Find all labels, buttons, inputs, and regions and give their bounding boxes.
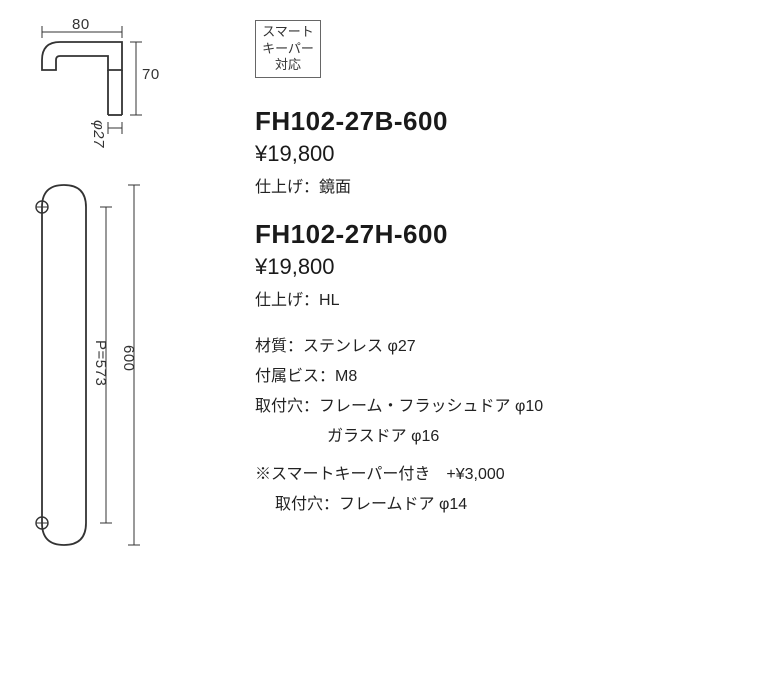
technical-diagram: 80 70 φ27 P=573 600 [20, 20, 230, 560]
note-line-2: 取付穴：フレームドア φ14 [255, 490, 735, 514]
finish-value: HL [319, 292, 339, 309]
note-hole-label: 取付穴： [275, 496, 339, 513]
badge-line2: キーパー [262, 41, 314, 58]
dim-diameter: φ27 [90, 120, 107, 148]
hole-line-1: 取付穴：フレーム・フラッシュドア φ10 [255, 392, 735, 416]
smart-keeper-badge: スマート キーパー 対応 [255, 20, 321, 78]
price: ¥19,800 [255, 141, 735, 167]
finish-value: 鏡面 [319, 179, 351, 196]
finish-line: 仕上げ：HL [255, 286, 735, 310]
finish-line: 仕上げ：鏡面 [255, 173, 735, 197]
top-view-svg [20, 20, 230, 150]
badge-line1: スマート [262, 24, 314, 41]
product-block-1: FH102-27B-600 ¥19,800 仕上げ：鏡面 [255, 106, 735, 197]
finish-label: 仕上げ： [255, 179, 319, 196]
dim-width: 80 [72, 16, 90, 33]
side-view-svg [20, 175, 230, 575]
model-number: FH102-27B-600 [255, 106, 735, 137]
product-block-2: FH102-27H-600 ¥19,800 仕上げ：HL [255, 219, 735, 310]
model-number: FH102-27H-600 [255, 219, 735, 250]
hole-value-1: フレーム・フラッシュドア φ10 [319, 398, 543, 415]
screw-line: 付属ビス：M8 [255, 362, 735, 386]
hole-line-2: ガラスドア φ16 [255, 422, 735, 446]
spec-details: 材質：ステンレス φ27 付属ビス：M8 取付穴：フレーム・フラッシュドア φ1… [255, 332, 735, 446]
dim-tab-height: 70 [142, 66, 160, 83]
material-label: 材質： [255, 338, 303, 355]
hole-label: 取付穴： [255, 398, 319, 415]
note-block: ※スマートキーパー付き +¥3,000 取付穴：フレームドア φ14 [255, 460, 735, 514]
dim-pitch: P=573 [92, 340, 109, 386]
material-line: 材質：ステンレス φ27 [255, 332, 735, 356]
dim-length: 600 [120, 345, 137, 372]
note-line-1: ※スマートキーパー付き +¥3,000 [255, 460, 735, 484]
screw-value: M8 [335, 368, 357, 385]
badge-line3: 対応 [275, 57, 301, 74]
material-value: ステンレス φ27 [303, 338, 416, 355]
info-panel: スマート キーパー 対応 FH102-27B-600 ¥19,800 仕上げ：鏡… [255, 20, 735, 520]
price: ¥19,800 [255, 254, 735, 280]
note-hole-value: フレームドア φ14 [339, 496, 467, 513]
screw-label: 付属ビス： [255, 368, 335, 385]
finish-label: 仕上げ： [255, 292, 319, 309]
